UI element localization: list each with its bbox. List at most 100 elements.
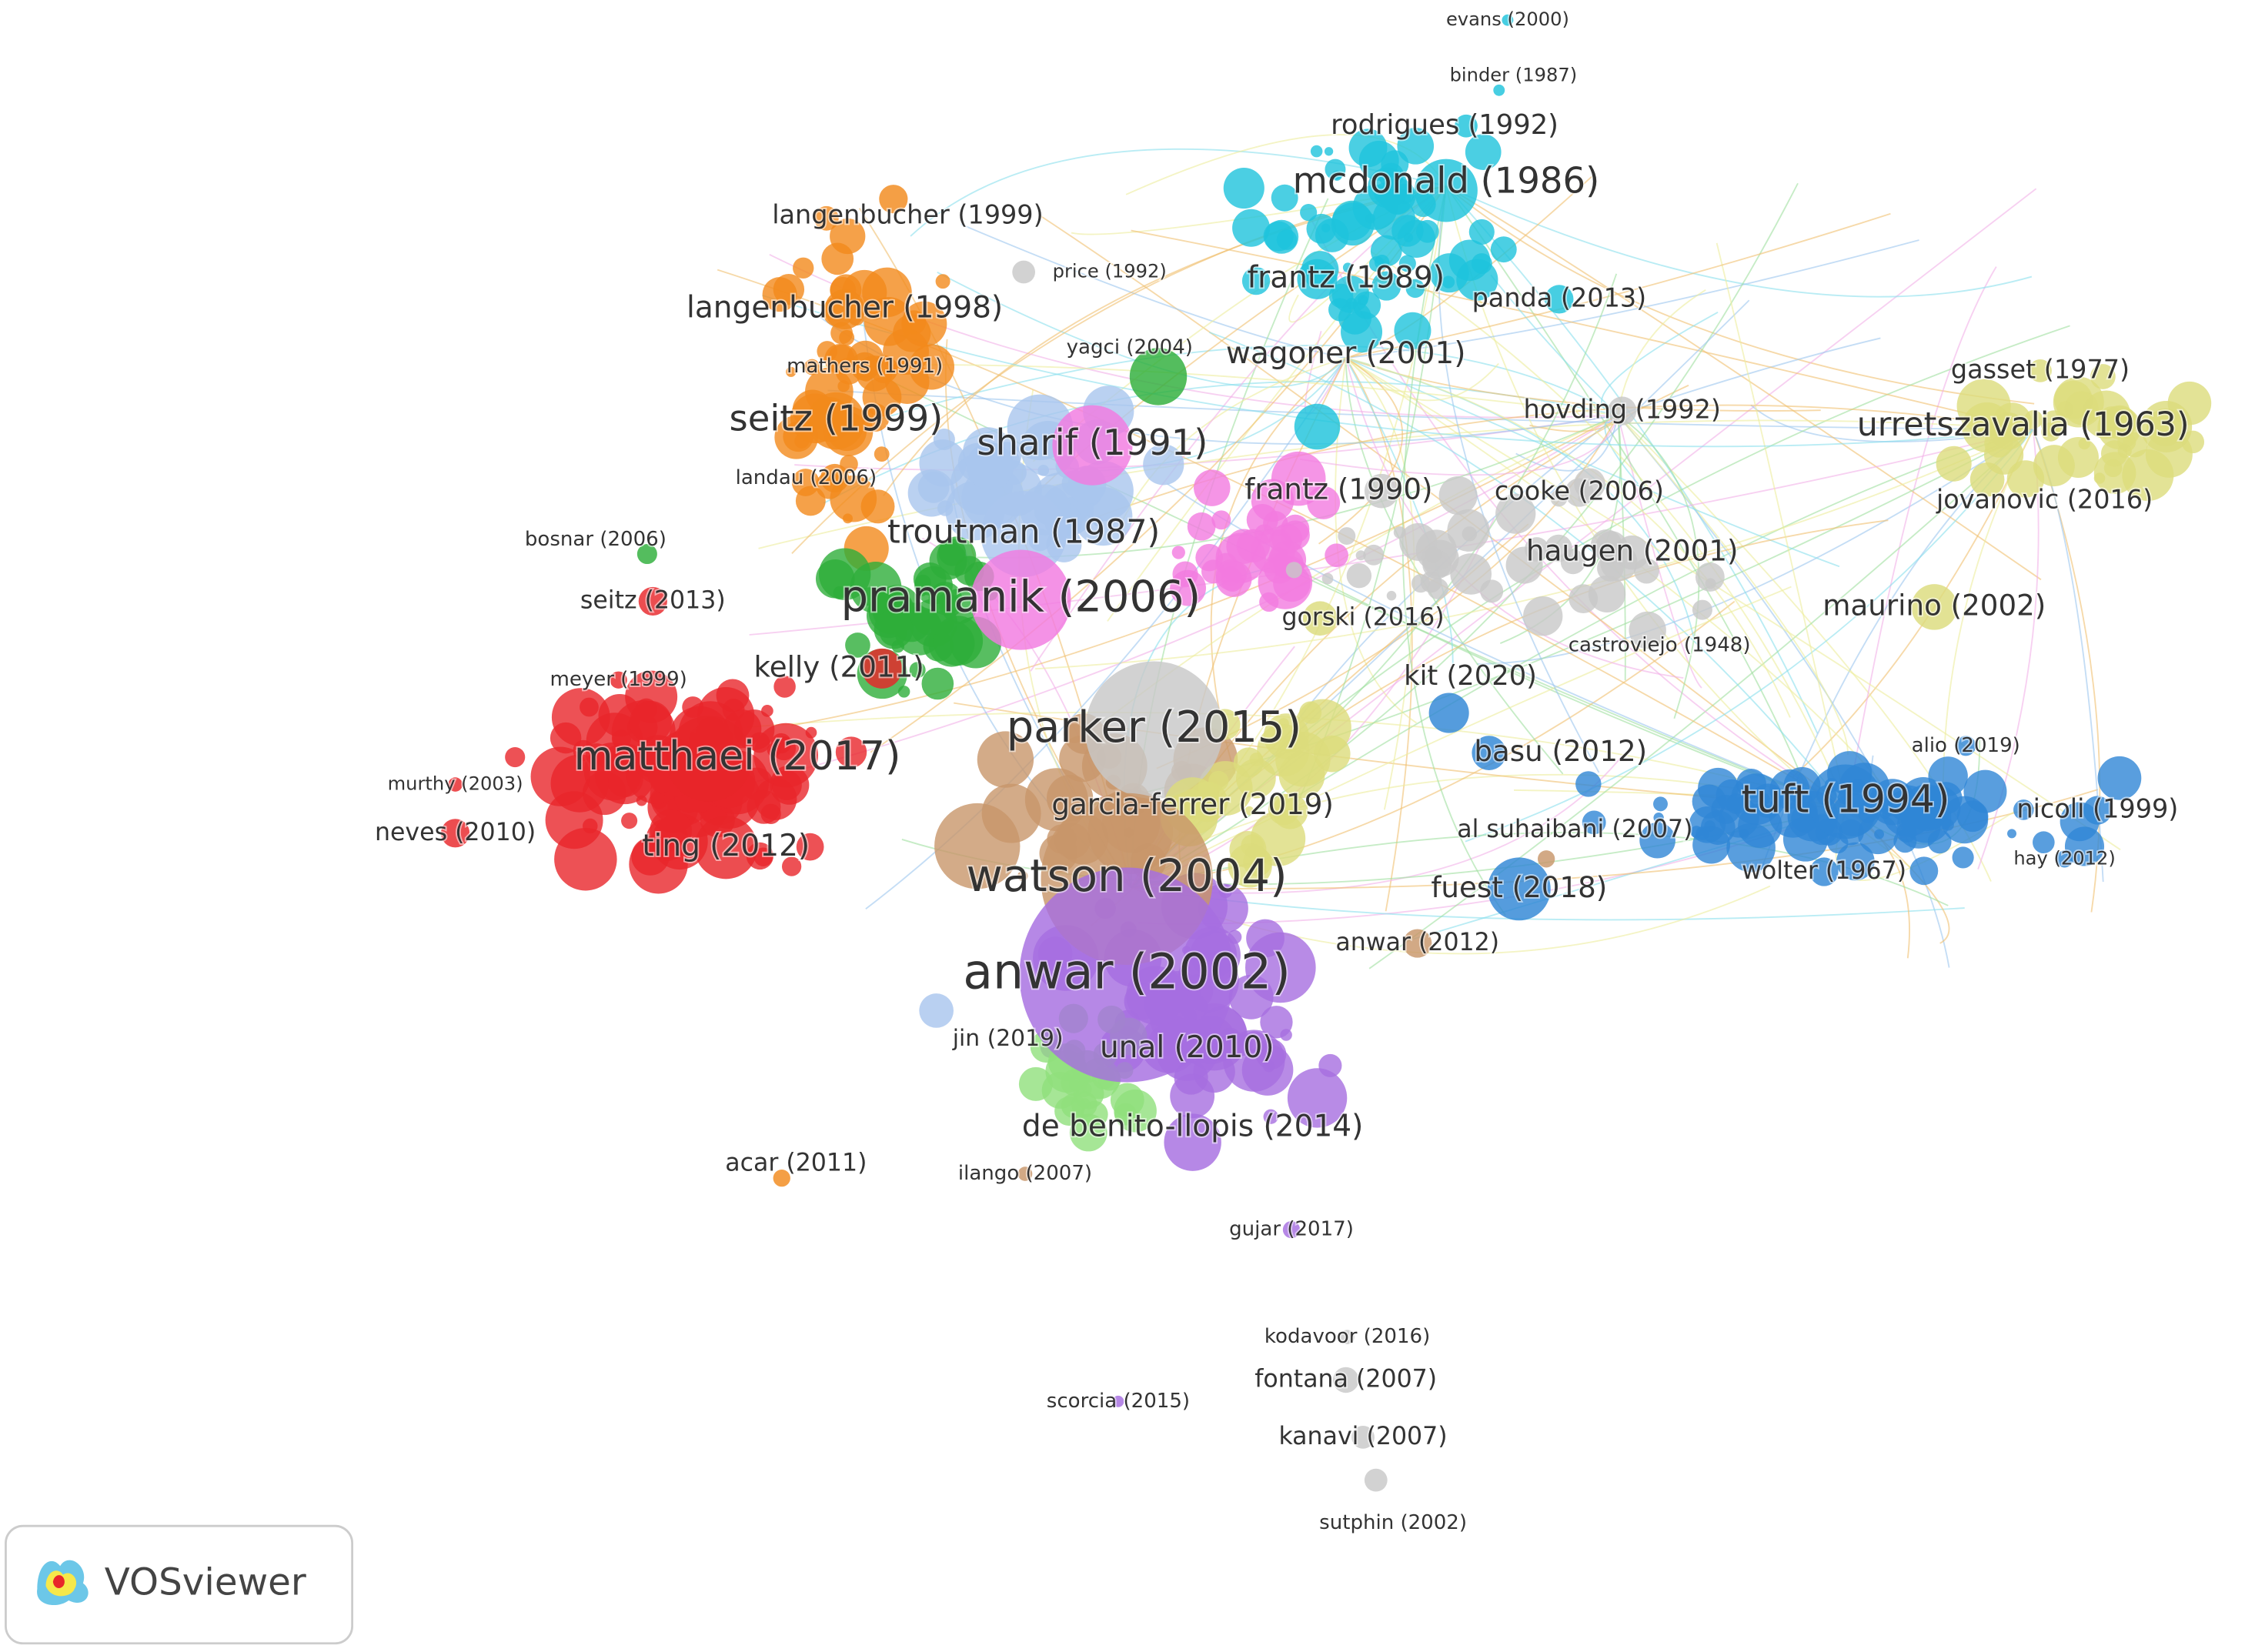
node — [1472, 736, 1507, 770]
bubble — [1989, 412, 2027, 450]
edge — [1035, 429, 2034, 670]
node-label: mathers (1991) — [787, 355, 943, 378]
bubble — [1936, 446, 1972, 482]
edge — [1131, 586, 1792, 889]
bubble — [1331, 202, 1375, 246]
bubble — [793, 257, 814, 279]
node — [1545, 285, 1574, 314]
node — [1487, 857, 1551, 921]
node — [610, 671, 627, 689]
bubble — [1263, 1060, 1275, 1073]
bubble — [1171, 546, 1185, 559]
node — [1808, 764, 1883, 839]
bubble — [1300, 204, 1318, 222]
edge — [1617, 414, 1849, 755]
bubble — [2117, 443, 2132, 459]
node-label: garcia-ferrer (2019) — [1051, 787, 1334, 821]
bubble — [1307, 486, 1341, 519]
node-label: maurino (2002) — [1822, 588, 2046, 622]
bubble — [1505, 546, 1543, 584]
edge — [1465, 429, 2034, 843]
bubble — [1246, 919, 1285, 958]
node — [1052, 405, 1133, 486]
bubble — [1358, 140, 1399, 181]
edge — [1792, 429, 2034, 778]
node-label: ting (2012) — [642, 829, 810, 863]
bubble — [1465, 134, 1502, 170]
bubble — [1568, 584, 1599, 614]
bubble — [1232, 209, 1271, 247]
bubble — [1328, 283, 1354, 309]
node-label: parker (2015) — [1007, 703, 1301, 753]
node — [1085, 661, 1223, 799]
node-label: neves (2010) — [375, 819, 536, 846]
bubble — [1393, 526, 1406, 539]
edge — [1477, 429, 2034, 665]
bubble — [845, 632, 870, 658]
node — [824, 289, 865, 329]
bubble — [1403, 232, 1414, 242]
node — [1351, 1425, 1375, 1449]
bubble — [1357, 295, 1368, 306]
bubble — [1386, 590, 1397, 601]
bubble — [796, 833, 824, 861]
bubble — [781, 856, 802, 876]
node-label: castroviejo (1948) — [1568, 634, 1751, 657]
bubble — [1321, 572, 1334, 585]
edge — [1208, 331, 1848, 809]
node — [820, 463, 850, 493]
bubble — [2064, 826, 2105, 866]
bubble — [1143, 444, 1184, 486]
bubble — [813, 205, 839, 231]
bubble — [1909, 856, 1939, 886]
node — [1615, 535, 1650, 570]
bubble — [1918, 786, 1942, 809]
node — [1608, 396, 1637, 426]
bubble — [934, 803, 1021, 889]
bubble — [837, 380, 850, 392]
bubble — [1241, 266, 1271, 295]
node — [807, 392, 865, 450]
bubble — [505, 746, 526, 768]
node-label: cooke (2006) — [1495, 476, 1664, 506]
node — [1415, 159, 1478, 222]
bubble — [1363, 544, 1385, 566]
node — [1155, 1017, 1219, 1081]
bubble — [1110, 1083, 1144, 1117]
node — [1692, 599, 1712, 620]
bubble — [1588, 575, 1626, 613]
node-bubbles — [440, 14, 2212, 1492]
node-label: yagci (2004) — [1067, 336, 1193, 359]
bubble — [1287, 1068, 1348, 1128]
bubble — [1943, 819, 1954, 831]
node — [1809, 857, 1839, 886]
bubble — [1653, 813, 1664, 823]
node-label: sutphin (2002) — [1319, 1511, 1467, 1534]
bubble — [2007, 829, 2016, 839]
node-label: fontana (2007) — [1254, 1365, 1437, 1393]
bubble — [835, 736, 867, 768]
bubble — [650, 809, 692, 852]
bubble — [827, 344, 858, 375]
edge — [1345, 357, 1881, 783]
bubble — [1399, 522, 1438, 561]
node — [1537, 850, 1555, 868]
bubble — [762, 277, 797, 312]
node-label: al suhaibani (2007) — [1457, 816, 1692, 843]
bubble — [1310, 145, 1323, 158]
bubble — [1355, 550, 1366, 561]
bubble — [909, 662, 926, 679]
edge — [960, 223, 1346, 359]
node — [1455, 114, 1478, 138]
bubble — [1285, 562, 1302, 579]
node — [1012, 260, 1036, 284]
edge — [1445, 185, 2033, 298]
bubble — [1468, 219, 1495, 245]
node-labels: evans (2000) binder (1987) rodrigues (1992… — [373, 7, 2190, 1536]
node — [1294, 403, 1341, 450]
node — [1129, 348, 1188, 405]
node — [2056, 850, 2073, 868]
node-label: landau (2006) — [736, 466, 877, 489]
bubble — [1398, 255, 1416, 272]
